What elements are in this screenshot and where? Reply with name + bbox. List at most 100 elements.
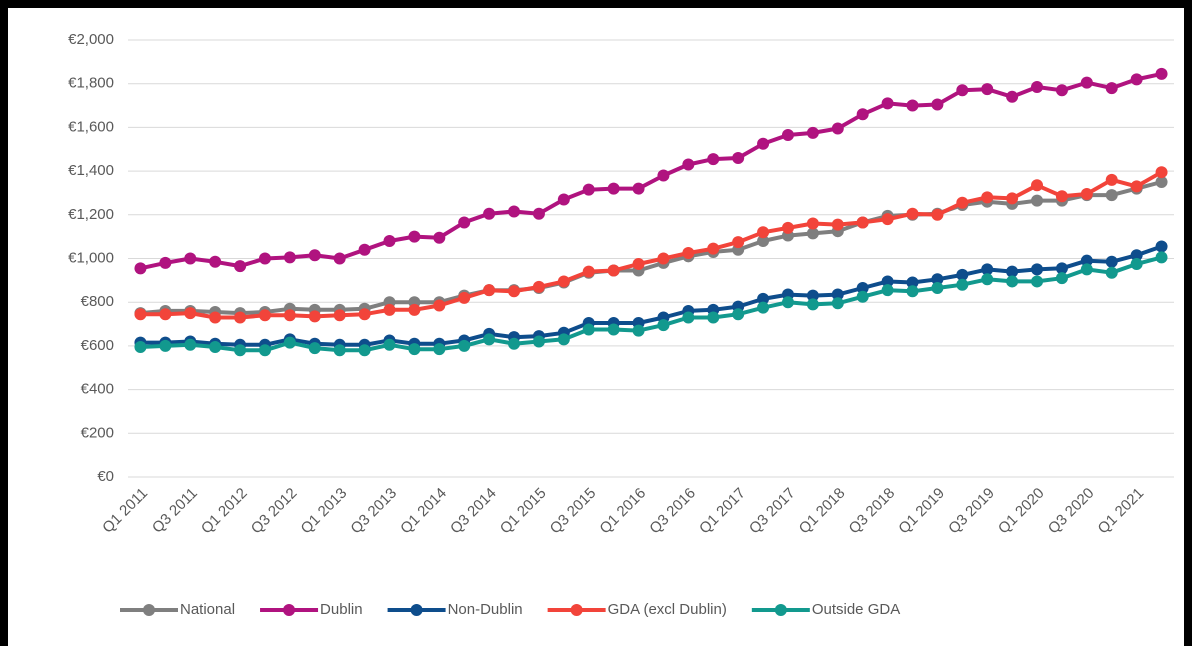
point <box>856 281 869 294</box>
point <box>1031 263 1044 276</box>
legend-marker <box>774 604 787 616</box>
point <box>283 309 296 322</box>
point <box>781 296 794 309</box>
point <box>308 310 321 323</box>
point <box>184 307 197 320</box>
point <box>184 252 197 265</box>
point <box>906 207 919 220</box>
legend-marker <box>410 604 423 616</box>
point <box>1105 255 1118 268</box>
point <box>358 344 371 357</box>
legend-item: GDA (excl Dublin) <box>547 601 727 618</box>
x-tick-label: Q1 2013 <box>298 485 351 538</box>
point <box>383 338 396 351</box>
point <box>732 308 745 321</box>
point <box>458 216 471 229</box>
point <box>557 193 570 206</box>
point <box>781 221 794 234</box>
y-tick-label: €1,000 <box>68 249 114 266</box>
point <box>333 252 346 265</box>
point <box>607 323 620 336</box>
point <box>732 151 745 164</box>
x-tick-label: Q1 2014 <box>397 485 450 538</box>
point <box>806 227 819 240</box>
point <box>931 281 944 294</box>
point <box>333 344 346 357</box>
point <box>433 343 446 356</box>
point <box>657 252 670 265</box>
point <box>956 278 969 291</box>
x-tick-label: Q3 2018 <box>846 485 899 538</box>
point <box>333 309 346 322</box>
point <box>757 226 770 239</box>
point <box>1105 173 1118 186</box>
x-tick-label: Q1 2015 <box>497 485 550 538</box>
point <box>981 83 994 96</box>
point <box>931 273 944 286</box>
point <box>981 273 994 286</box>
point <box>682 158 695 171</box>
point <box>1031 194 1044 207</box>
point <box>881 213 894 226</box>
point <box>159 256 172 269</box>
point <box>632 324 645 337</box>
point <box>757 292 770 305</box>
point <box>1155 251 1168 264</box>
point <box>1130 257 1143 270</box>
point <box>632 182 645 195</box>
point <box>1155 67 1168 80</box>
x-tick-label: Q1 2018 <box>796 485 849 538</box>
point <box>707 311 720 324</box>
point <box>1080 263 1093 276</box>
point <box>931 208 944 221</box>
legend-label: Outside GDA <box>812 601 900 618</box>
point <box>632 257 645 270</box>
x-tick-label: Q3 2012 <box>248 485 301 538</box>
point <box>582 265 595 278</box>
y-tick-label: €1,200 <box>68 206 114 223</box>
point <box>358 308 371 321</box>
point <box>757 235 770 248</box>
point <box>956 268 969 281</box>
point <box>906 99 919 112</box>
point <box>1130 180 1143 193</box>
point <box>657 319 670 332</box>
point <box>1055 190 1068 203</box>
point <box>831 218 844 231</box>
point <box>856 216 869 229</box>
point <box>1055 84 1068 97</box>
point <box>184 338 197 351</box>
point <box>483 333 496 346</box>
point <box>831 288 844 301</box>
point <box>308 342 321 355</box>
point <box>1055 262 1068 275</box>
point <box>1105 189 1118 202</box>
x-tick-label: Q3 2015 <box>547 485 600 538</box>
legend-marker <box>143 604 155 616</box>
legend-item: Non-Dublin <box>387 601 523 618</box>
legend-item: National <box>120 601 235 618</box>
point <box>234 311 247 324</box>
point <box>209 255 222 268</box>
point <box>682 311 695 324</box>
y-tick-label: €0 <box>97 468 114 485</box>
legend-label: GDA (excl Dublin) <box>608 601 727 618</box>
point <box>1130 73 1143 86</box>
point <box>1006 265 1019 278</box>
point <box>209 311 222 324</box>
x-tick-label: Q1 2019 <box>895 485 948 538</box>
point <box>757 137 770 150</box>
y-tick-label: €1,600 <box>68 118 114 135</box>
x-tick-label: Q3 2011 <box>149 485 201 537</box>
point <box>1080 254 1093 267</box>
point <box>657 169 670 182</box>
x-tick-label: Q1 2011 <box>99 485 151 537</box>
point <box>682 247 695 260</box>
point <box>781 129 794 142</box>
point <box>906 276 919 289</box>
point <box>483 207 496 220</box>
point <box>159 339 172 352</box>
y-tick-label: €800 <box>81 293 114 310</box>
